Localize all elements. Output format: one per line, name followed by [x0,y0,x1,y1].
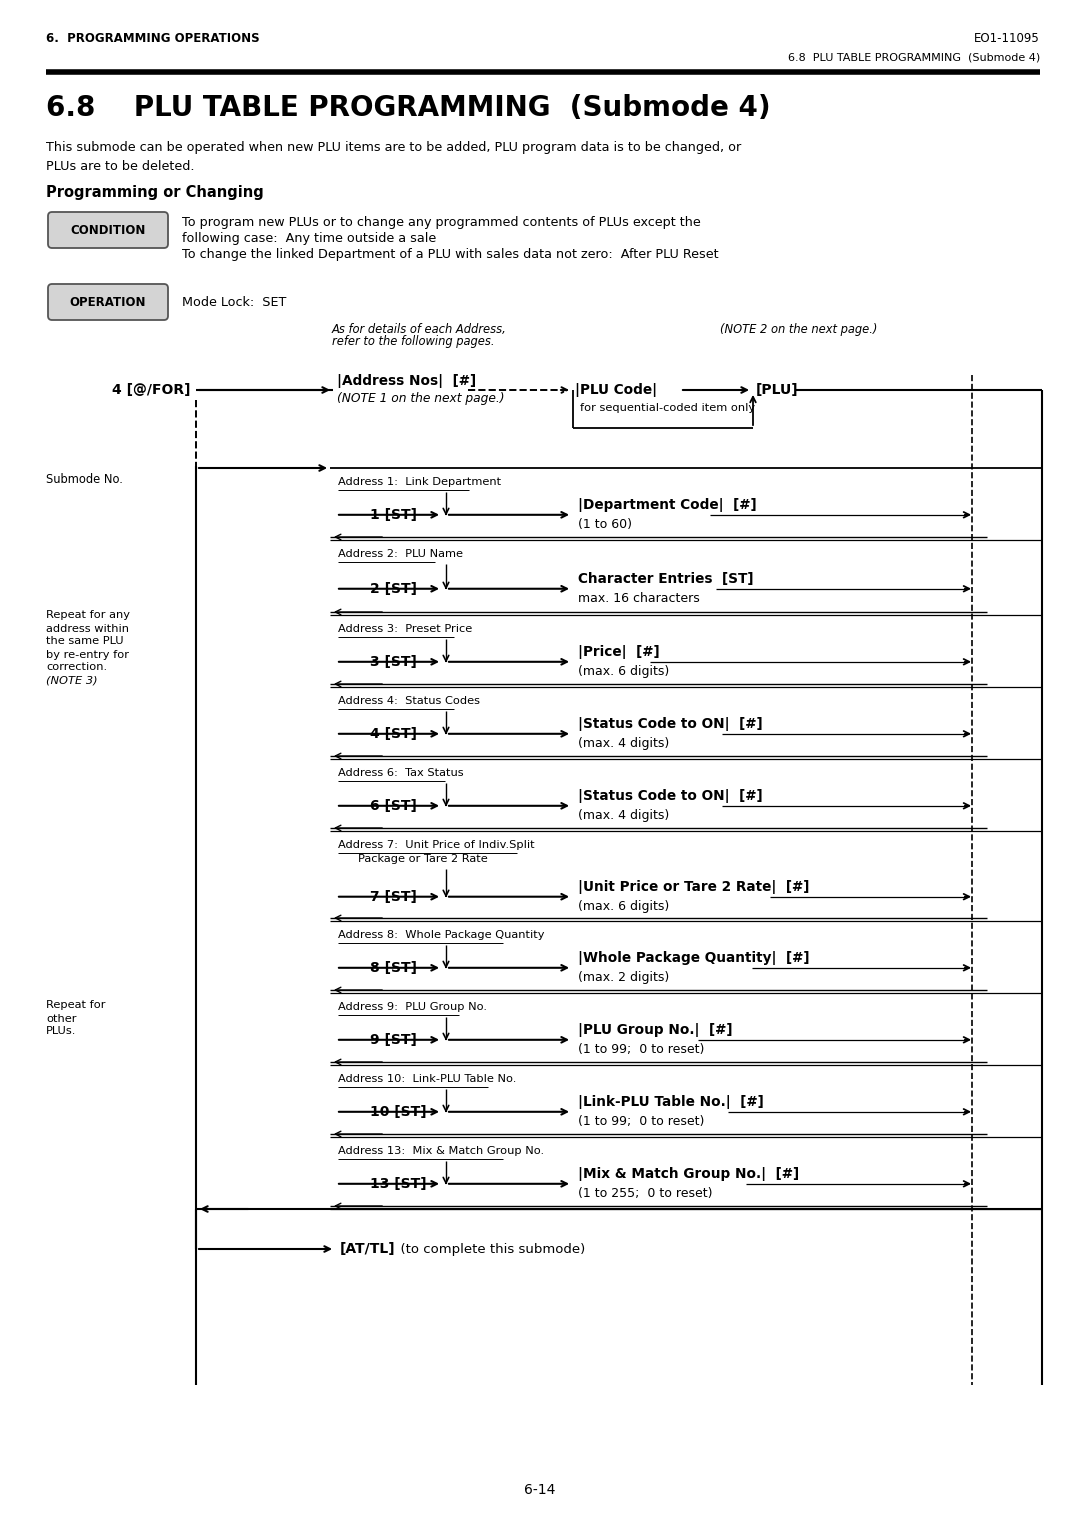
Text: Mode Lock:  SET: Mode Lock: SET [183,296,286,308]
Text: To change the linked Department of a PLU with sales data not zero:  After PLU Re: To change the linked Department of a PLU… [183,249,718,261]
Text: [AT/TL]: [AT/TL] [340,1241,395,1257]
Text: correction.: correction. [46,662,107,673]
Text: OPERATION: OPERATION [70,296,146,308]
Text: |Link-PLU Table No.|  [#]: |Link-PLU Table No.| [#] [578,1095,764,1109]
Text: |Unit Price or Tare 2 Rate|  [#]: |Unit Price or Tare 2 Rate| [#] [578,880,809,894]
Text: for sequential-coded item only: for sequential-coded item only [580,403,755,413]
Text: (max. 2 digits): (max. 2 digits) [578,971,670,984]
Text: 6 [ST]: 6 [ST] [370,799,417,813]
Text: [PLU]: [PLU] [756,383,798,396]
Text: As for details of each Address,: As for details of each Address, [332,323,507,336]
Text: Repeat for: Repeat for [46,1000,106,1011]
Text: Address 8:  Whole Package Quantity: Address 8: Whole Package Quantity [338,930,544,939]
Text: following case:  Any time outside a sale: following case: Any time outside a sale [183,232,436,246]
Text: (1 to 60): (1 to 60) [578,518,632,531]
Text: (max. 4 digits): (max. 4 digits) [578,808,670,822]
Text: Programming or Changing: Programming or Changing [46,185,264,200]
Text: |PLU Group No.|  [#]: |PLU Group No.| [#] [578,1023,732,1037]
Text: max. 16 characters: max. 16 characters [578,592,700,605]
Text: 13 [ST]: 13 [ST] [370,1177,427,1191]
Text: (1 to 99;  0 to reset): (1 to 99; 0 to reset) [578,1043,704,1055]
Text: CONDITION: CONDITION [70,224,146,236]
Text: 9 [ST]: 9 [ST] [370,1032,417,1046]
Text: Address 9:  PLU Group No.: Address 9: PLU Group No. [338,1002,487,1013]
Text: Address 2:  PLU Name: Address 2: PLU Name [338,549,463,560]
Text: (NOTE 3): (NOTE 3) [46,676,97,686]
FancyBboxPatch shape [48,284,168,320]
Text: 4 [@/FOR]: 4 [@/FOR] [112,383,191,396]
Text: |Address Nos|  [#]: |Address Nos| [#] [337,374,476,387]
Text: (1 to 99;  0 to reset): (1 to 99; 0 to reset) [578,1115,704,1128]
Text: |PLU Code|: |PLU Code| [575,383,657,396]
Text: by re-entry for: by re-entry for [46,650,129,659]
Text: (max. 6 digits): (max. 6 digits) [578,900,670,912]
Text: |Whole Package Quantity|  [#]: |Whole Package Quantity| [#] [578,950,810,965]
Text: address within: address within [46,624,129,633]
Text: |Department Code|  [#]: |Department Code| [#] [578,497,757,512]
Text: Character Entries  [ST]: Character Entries [ST] [578,572,754,586]
Text: (NOTE 1 on the next page.): (NOTE 1 on the next page.) [337,392,504,406]
FancyBboxPatch shape [48,212,168,249]
Text: (max. 4 digits): (max. 4 digits) [578,737,670,750]
Text: 6.8  PLU TABLE PROGRAMMING  (Submode 4): 6.8 PLU TABLE PROGRAMMING (Submode 4) [787,53,1040,63]
Text: 6-14: 6-14 [524,1482,556,1498]
Text: Address 13:  Mix & Match Group No.: Address 13: Mix & Match Group No. [338,1145,544,1156]
Text: Address 1:  Link Department: Address 1: Link Department [338,477,501,486]
Text: Address 6:  Tax Status: Address 6: Tax Status [338,769,463,778]
Text: Address 10:  Link-PLU Table No.: Address 10: Link-PLU Table No. [338,1074,516,1084]
Text: Address 7:  Unit Price of Indiv.Split: Address 7: Unit Price of Indiv.Split [338,840,535,849]
Text: 1 [ST]: 1 [ST] [370,508,417,522]
Text: 8 [ST]: 8 [ST] [370,961,417,974]
Text: (NOTE 2 on the next page.): (NOTE 2 on the next page.) [720,323,877,336]
Text: PLUs.: PLUs. [46,1026,77,1037]
Text: |Status Code to ON|  [#]: |Status Code to ON| [#] [578,788,762,802]
Text: (1 to 255;  0 to reset): (1 to 255; 0 to reset) [578,1186,713,1200]
Text: Package or Tare 2 Rate: Package or Tare 2 Rate [357,854,488,865]
Text: EO1-11095: EO1-11095 [974,32,1040,44]
Text: (to complete this submode): (to complete this submode) [392,1243,585,1255]
Text: 2 [ST]: 2 [ST] [370,581,417,596]
Text: refer to the following pages.: refer to the following pages. [332,336,495,348]
Text: 6.  PROGRAMMING OPERATIONS: 6. PROGRAMMING OPERATIONS [46,32,259,44]
Text: |Price|  [#]: |Price| [#] [578,645,660,659]
Text: 4 [ST]: 4 [ST] [370,727,417,741]
Text: the same PLU: the same PLU [46,636,123,647]
Text: 10 [ST]: 10 [ST] [370,1104,427,1119]
Text: PLUs are to be deleted.: PLUs are to be deleted. [46,160,194,172]
Text: Address 4:  Status Codes: Address 4: Status Codes [338,695,480,706]
Text: |Status Code to ON|  [#]: |Status Code to ON| [#] [578,717,762,730]
Text: other: other [46,1014,77,1023]
Text: Repeat for any: Repeat for any [46,610,130,621]
Text: (max. 6 digits): (max. 6 digits) [578,665,670,677]
Text: To program new PLUs or to change any programmed contents of PLUs except the: To program new PLUs or to change any pro… [183,217,701,229]
Text: This submode can be operated when new PLU items are to be added, PLU program dat: This submode can be operated when new PL… [46,142,741,154]
Text: 3 [ST]: 3 [ST] [370,654,417,669]
Text: Submode No.: Submode No. [46,473,123,486]
Text: 7 [ST]: 7 [ST] [370,889,417,904]
Text: |Mix & Match Group No.|  [#]: |Mix & Match Group No.| [#] [578,1167,799,1180]
Text: Address 3:  Preset Price: Address 3: Preset Price [338,624,472,634]
Text: 6.8    PLU TABLE PROGRAMMING  (Submode 4): 6.8 PLU TABLE PROGRAMMING (Submode 4) [46,95,771,122]
